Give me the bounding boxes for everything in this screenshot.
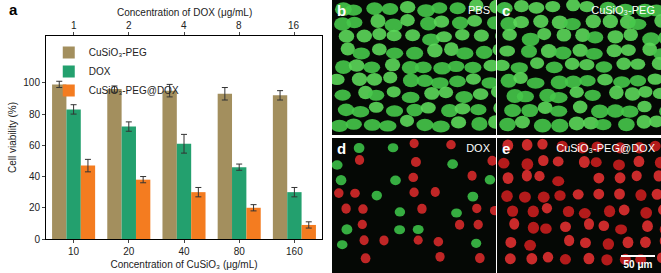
svg-text:Concentration of CuSiO₃ (μg/mL: Concentration of CuSiO₃ (μg/mL) (110, 259, 257, 270)
svg-text:20: 20 (29, 202, 41, 213)
svg-text:20: 20 (123, 246, 135, 257)
svg-text:40: 40 (29, 171, 41, 182)
svg-text:a: a (9, 1, 18, 18)
html-text:PBS: PBS (468, 4, 490, 16)
svg-text:40: 40 (178, 246, 190, 257)
svg-text:80: 80 (29, 109, 41, 120)
html-text:CuSiO₃-PEG@DOX: CuSiO₃-PEG@DOX (556, 142, 655, 154)
svg-text:CuSiO₃-PEG@DOX: CuSiO₃-PEG@DOX (89, 85, 179, 96)
html-text:CuSiO₃-PEG: CuSiO₃-PEG (591, 4, 655, 16)
html-text:e: e (502, 140, 511, 157)
svg-text:2: 2 (126, 20, 132, 31)
svg-text:100: 100 (23, 77, 40, 88)
html-text:c: c (502, 2, 511, 19)
svg-text:1: 1 (71, 20, 77, 31)
svg-text:Cell viability (%): Cell viability (%) (7, 102, 18, 173)
html-text:b: b (337, 2, 347, 19)
svg-text:60: 60 (29, 140, 41, 151)
svg-text:80: 80 (234, 246, 246, 257)
svg-text:160: 160 (286, 246, 303, 257)
html-text:50 μm: 50 μm (623, 259, 653, 270)
html-text:DOX: DOX (466, 142, 490, 154)
svg-text:DOX: DOX (89, 66, 111, 77)
svg-text:10: 10 (68, 246, 80, 257)
svg-text:CuSiO₃-PEG: CuSiO₃-PEG (89, 47, 147, 58)
svg-text:Concentration of DOX (μg/mL): Concentration of DOX (μg/mL) (117, 7, 252, 18)
svg-text:8: 8 (236, 20, 242, 31)
html-text:d: d (337, 140, 347, 157)
svg-text:4: 4 (181, 20, 187, 31)
svg-text:0: 0 (34, 234, 40, 245)
svg-text:16: 16 (288, 20, 300, 31)
